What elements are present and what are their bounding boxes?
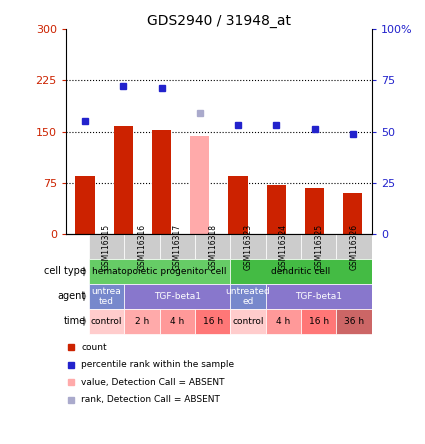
Text: control: control bbox=[91, 317, 122, 325]
Bar bbox=[230, 234, 266, 259]
Bar bbox=[266, 234, 301, 259]
Text: rank, Detection Call = ABSENT: rank, Detection Call = ABSENT bbox=[81, 395, 220, 404]
Text: 4 h: 4 h bbox=[276, 317, 291, 325]
Text: GSM116315: GSM116315 bbox=[102, 224, 111, 270]
Polygon shape bbox=[84, 317, 85, 325]
Bar bbox=[190, 136, 209, 234]
Bar bbox=[89, 284, 124, 309]
Bar bbox=[230, 309, 266, 333]
Text: cell type: cell type bbox=[44, 266, 86, 277]
Text: untrea
ted: untrea ted bbox=[92, 286, 122, 306]
Bar bbox=[113, 126, 133, 234]
Bar bbox=[301, 309, 337, 333]
Text: 2 h: 2 h bbox=[135, 317, 149, 325]
Bar bbox=[89, 259, 230, 284]
Title: GDS2940 / 31948_at: GDS2940 / 31948_at bbox=[147, 14, 291, 28]
Bar bbox=[266, 284, 372, 309]
Text: control: control bbox=[232, 317, 264, 325]
Bar bbox=[76, 176, 94, 234]
Text: percentile rank within the sample: percentile rank within the sample bbox=[81, 360, 234, 369]
Text: GSM116326: GSM116326 bbox=[350, 224, 359, 270]
Text: GSM116316: GSM116316 bbox=[137, 224, 147, 270]
Bar bbox=[229, 176, 247, 234]
Bar bbox=[160, 234, 195, 259]
Text: time: time bbox=[64, 316, 86, 326]
Bar bbox=[195, 309, 230, 333]
Text: TGF-beta1: TGF-beta1 bbox=[295, 292, 342, 301]
Polygon shape bbox=[84, 292, 85, 301]
Bar bbox=[305, 188, 324, 234]
Bar bbox=[89, 234, 124, 259]
Text: 16 h: 16 h bbox=[309, 317, 329, 325]
Text: value, Detection Call = ABSENT: value, Detection Call = ABSENT bbox=[81, 377, 224, 387]
Bar bbox=[124, 234, 160, 259]
Bar bbox=[124, 309, 160, 333]
Text: count: count bbox=[81, 342, 107, 352]
Text: TGF-beta1: TGF-beta1 bbox=[154, 292, 201, 301]
Bar bbox=[89, 309, 124, 333]
Text: hematopoietic progenitor cell: hematopoietic progenitor cell bbox=[92, 267, 227, 276]
Bar bbox=[343, 193, 362, 234]
Bar bbox=[267, 185, 286, 234]
Bar bbox=[301, 234, 337, 259]
Text: GSM116317: GSM116317 bbox=[173, 224, 182, 270]
Bar bbox=[160, 309, 195, 333]
Text: GSM116325: GSM116325 bbox=[314, 224, 323, 270]
Text: agent: agent bbox=[58, 291, 86, 301]
Text: 4 h: 4 h bbox=[170, 317, 184, 325]
Bar bbox=[124, 284, 230, 309]
Bar bbox=[266, 309, 301, 333]
Text: dendritic cell: dendritic cell bbox=[272, 267, 331, 276]
Text: 16 h: 16 h bbox=[203, 317, 223, 325]
Text: 36 h: 36 h bbox=[344, 317, 364, 325]
Text: GSM116318: GSM116318 bbox=[208, 224, 217, 270]
Bar bbox=[230, 284, 266, 309]
Text: GSM116324: GSM116324 bbox=[279, 224, 288, 270]
Bar bbox=[337, 234, 372, 259]
Bar bbox=[152, 130, 171, 234]
Bar bbox=[195, 234, 230, 259]
Bar bbox=[230, 259, 372, 284]
Bar bbox=[337, 309, 372, 333]
Polygon shape bbox=[84, 267, 85, 276]
Text: GSM116323: GSM116323 bbox=[244, 224, 252, 270]
Text: untreated
ed: untreated ed bbox=[226, 286, 270, 306]
